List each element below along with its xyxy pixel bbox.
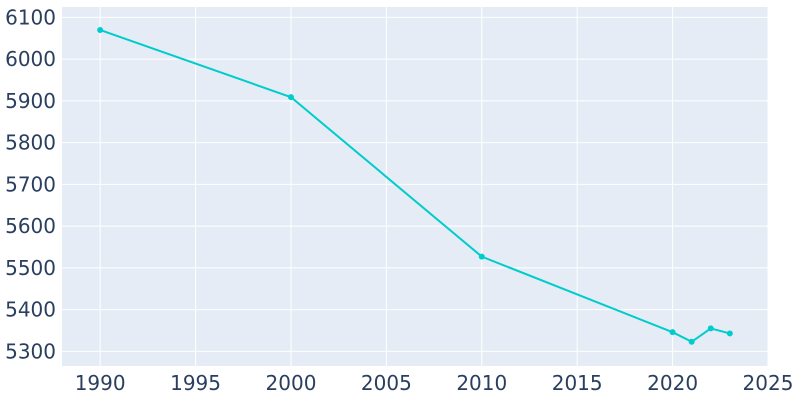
- grid-lines: [62, 7, 769, 366]
- y-tick-label: 6100: [5, 5, 56, 29]
- x-tick-label: 1990: [75, 371, 126, 395]
- y-tick-label: 5800: [5, 131, 56, 155]
- data-point: [707, 325, 714, 332]
- data-series: [97, 26, 733, 345]
- y-tick-label: 5900: [5, 89, 56, 113]
- y-tick-label: 5600: [5, 214, 56, 238]
- data-point: [287, 94, 294, 101]
- x-tick-label: 2025: [743, 371, 794, 395]
- x-axis-tick-labels: 1990 1995 2000 2005 2010 2015 2020 2025: [75, 371, 794, 395]
- data-point: [97, 26, 104, 33]
- data-point: [688, 338, 695, 345]
- data-point: [669, 329, 676, 336]
- y-tick-label: 5300: [5, 339, 56, 363]
- y-tick-label: 5700: [5, 172, 56, 196]
- y-tick-label: 6000: [5, 47, 56, 71]
- x-tick-label: 2000: [266, 371, 317, 395]
- data-point: [478, 253, 485, 260]
- y-tick-label: 5400: [5, 298, 56, 322]
- x-tick-label: 2005: [361, 371, 412, 395]
- x-tick-label: 2020: [647, 371, 698, 395]
- x-tick-label: 2010: [456, 371, 507, 395]
- data-point: [726, 330, 733, 337]
- y-axis-tick-labels: 5300 5400 5500 5600 5700 5800 5900 6000 6100: [5, 5, 56, 363]
- y-tick-label: 5500: [5, 256, 56, 280]
- x-tick-label: 2015: [552, 371, 603, 395]
- plot-area: [62, 7, 768, 366]
- x-tick-label: 1995: [170, 371, 221, 395]
